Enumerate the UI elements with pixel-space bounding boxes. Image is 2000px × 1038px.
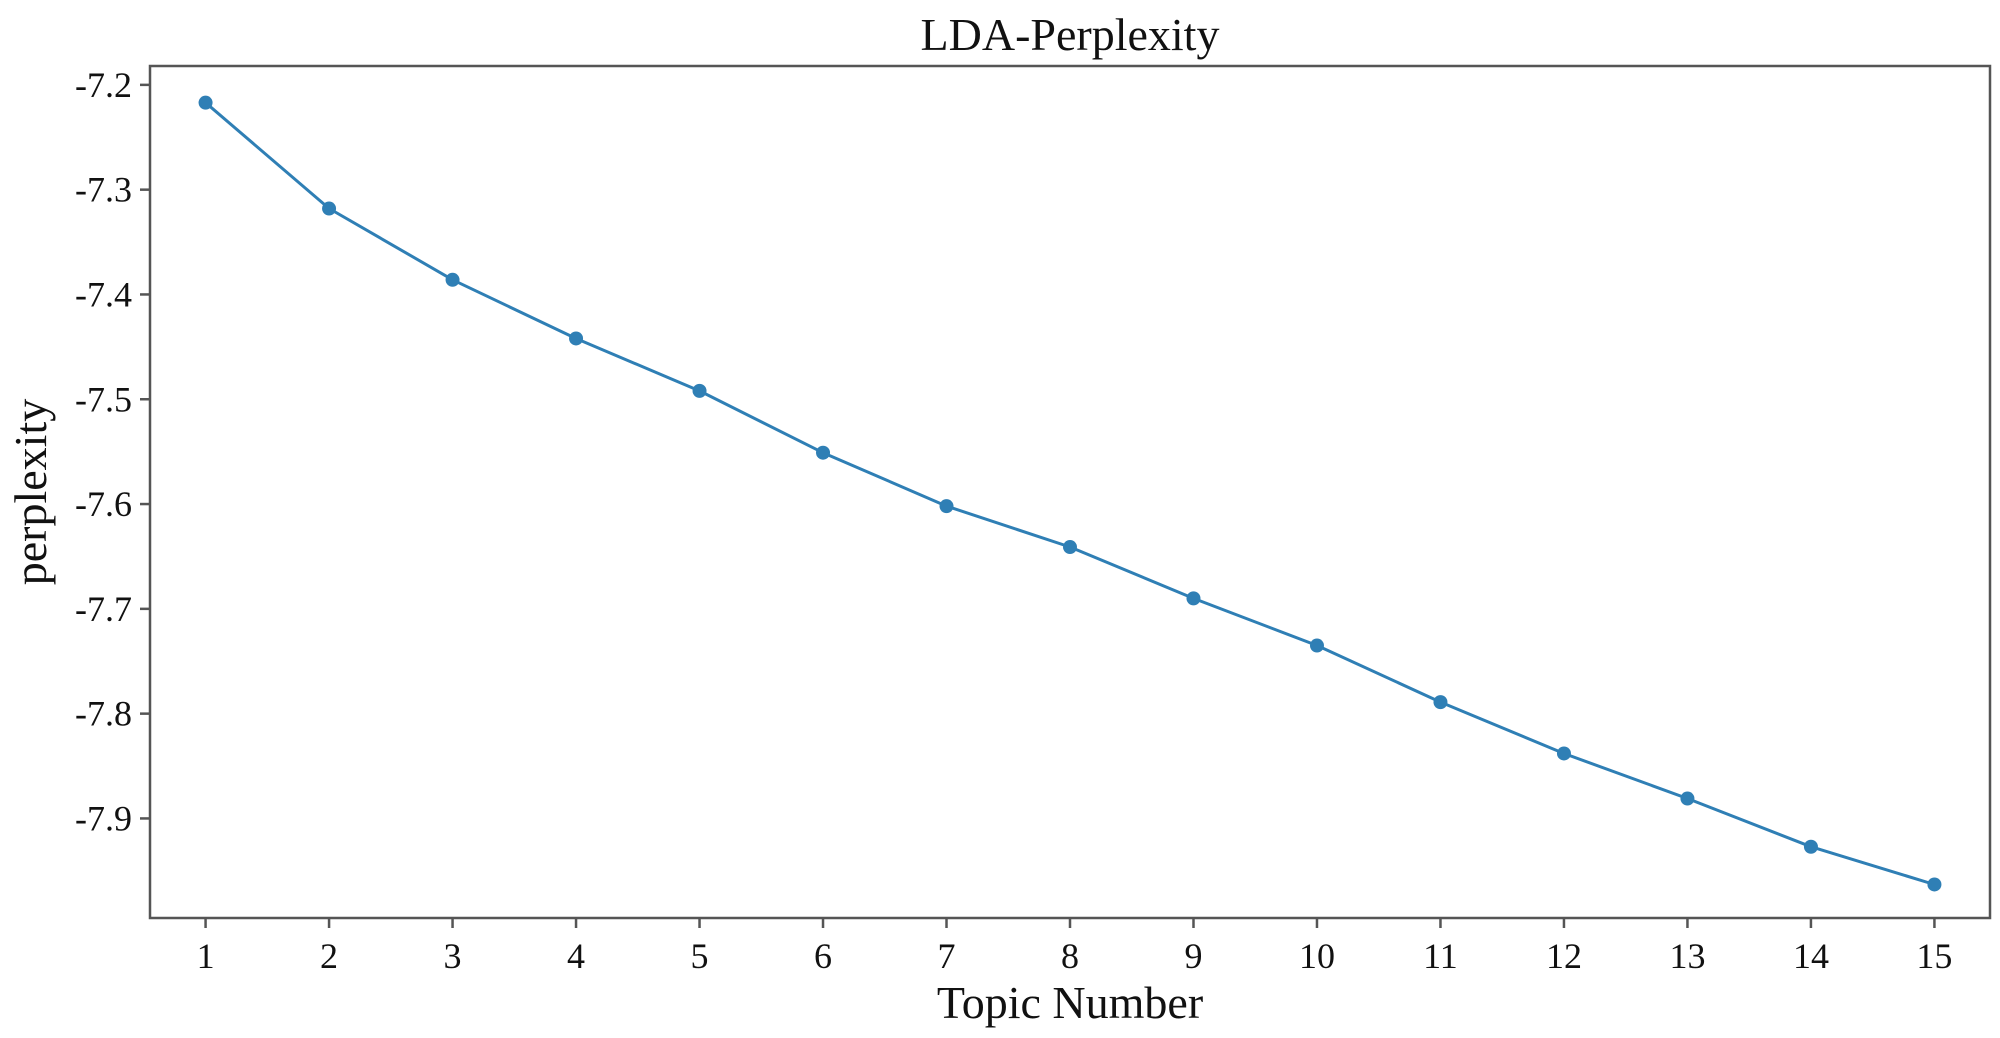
y-axis-ticks: -7.2 -7.3 -7.4 -7.5 -7.6 -7.7 -7.8 -7.9 — [75, 65, 150, 838]
data-point — [816, 445, 831, 460]
data-point — [1433, 695, 1448, 710]
x-tick-label: 11 — [1423, 936, 1458, 976]
x-axis-label: Topic Number — [937, 977, 1203, 1028]
data-point — [1186, 591, 1201, 606]
series-layer — [198, 95, 1942, 892]
chart-title: LDA-Perplexity — [921, 9, 1220, 60]
y-tick-label: -7.8 — [75, 694, 132, 734]
data-point — [1063, 540, 1077, 555]
x-tick-label: 6 — [814, 936, 832, 976]
x-tick-label: 4 — [567, 936, 585, 976]
y-tick-label: -7.4 — [75, 274, 132, 314]
x-tick-label: 7 — [938, 936, 956, 976]
data-point — [1803, 839, 1818, 854]
data-point — [692, 383, 707, 398]
x-tick-label: 1 — [197, 936, 215, 976]
data-point — [569, 331, 584, 346]
x-tick-label: 5 — [691, 936, 709, 976]
y-tick-label: -7.6 — [75, 484, 132, 524]
x-tick-label: 15 — [1916, 936, 1952, 976]
x-tick-label: 13 — [1669, 936, 1705, 976]
data-point — [1927, 877, 1942, 892]
data-point — [1556, 746, 1571, 761]
y-axis-label: perplexity — [5, 399, 56, 586]
data-point — [939, 499, 954, 514]
x-tick-label: 9 — [1184, 936, 1202, 976]
y-tick-label: -7.2 — [75, 65, 132, 105]
y-tick-label: -7.7 — [75, 589, 132, 629]
x-tick-label: 8 — [1061, 936, 1079, 976]
y-tick-label: -7.9 — [75, 798, 132, 838]
data-point — [1309, 638, 1324, 653]
data-point — [1680, 791, 1695, 806]
x-tick-label: 14 — [1793, 936, 1829, 976]
y-tick-label: -7.5 — [75, 379, 132, 419]
x-tick-label: 2 — [320, 936, 338, 976]
x-axis-ticks: 1 2 3 4 5 6 7 8 9 10 11 12 13 14 15 — [197, 918, 1952, 976]
y-tick-label: -7.3 — [75, 170, 132, 210]
x-tick-label: 3 — [444, 936, 462, 976]
data-point — [445, 272, 460, 287]
x-tick-label: 12 — [1546, 936, 1582, 976]
data-point — [322, 201, 337, 216]
x-tick-label: 10 — [1299, 936, 1335, 976]
data-point — [198, 95, 213, 110]
